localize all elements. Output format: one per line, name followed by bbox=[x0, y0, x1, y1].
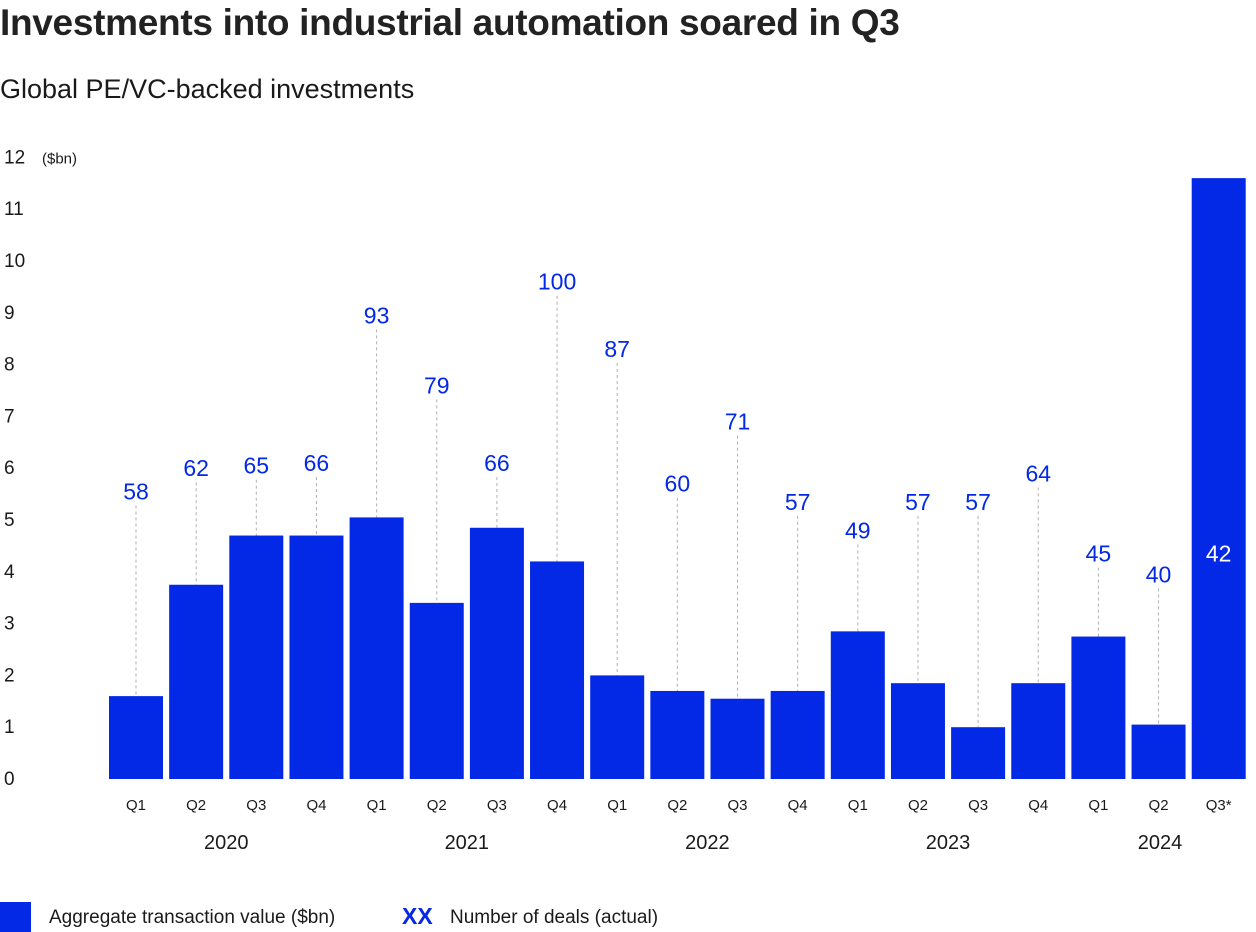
chart-title: Investments into industrial automation s… bbox=[0, 2, 900, 43]
deal-count-label: 100 bbox=[538, 269, 576, 295]
x-tick-label: Q2 bbox=[667, 797, 687, 814]
bar bbox=[1071, 636, 1126, 779]
bar bbox=[710, 698, 765, 779]
deal-count-label: 87 bbox=[604, 336, 630, 362]
y-tick-label: 7 bbox=[4, 406, 15, 427]
deal-count-label: 57 bbox=[905, 489, 931, 515]
x-tick-label: Q4 bbox=[547, 797, 567, 814]
bar bbox=[289, 535, 344, 779]
bar bbox=[409, 602, 464, 779]
x-tick-label: Q4 bbox=[788, 797, 808, 814]
deal-count-label: 71 bbox=[725, 409, 751, 435]
x-tick-label: Q4 bbox=[306, 797, 326, 814]
deal-count-label: 58 bbox=[123, 479, 149, 505]
y-tick-label: 1 bbox=[4, 717, 15, 738]
legend-label-deals: Number of deals (actual) bbox=[450, 907, 659, 928]
x-tick-label: Q1 bbox=[1088, 797, 1108, 814]
bar bbox=[349, 517, 404, 779]
y-tick-label: 9 bbox=[4, 303, 15, 324]
deal-count-label: 45 bbox=[1086, 541, 1112, 567]
bar bbox=[1131, 724, 1186, 779]
y-axis-unit-label: ($bn) bbox=[42, 150, 77, 167]
bar bbox=[830, 631, 885, 779]
x-tick-label: Q3 bbox=[487, 797, 507, 814]
bar bbox=[770, 690, 825, 779]
bar bbox=[590, 675, 645, 779]
y-tick-label: 2 bbox=[4, 665, 15, 686]
chart-subtitle: Global PE/VC-backed investments bbox=[0, 74, 415, 104]
y-tick-label: 8 bbox=[4, 355, 15, 376]
x-tick-label: Q1 bbox=[848, 797, 868, 814]
deal-count-label: 57 bbox=[785, 489, 811, 515]
x-tick-label: Q3 bbox=[727, 797, 747, 814]
x-tick-label: Q1 bbox=[607, 797, 627, 814]
x-tick-label: Q2 bbox=[908, 797, 928, 814]
x-tick-label: Q2 bbox=[186, 797, 206, 814]
y-tick-label: 12 bbox=[4, 147, 25, 168]
x-tick-label: Q3 bbox=[246, 797, 266, 814]
deal-count-label: 79 bbox=[424, 372, 450, 398]
deal-count-label: 40 bbox=[1146, 561, 1172, 587]
bar bbox=[650, 690, 705, 779]
bar bbox=[229, 535, 284, 779]
legend: Aggregate transaction value ($bn) XX Num… bbox=[0, 900, 1256, 932]
bar bbox=[890, 683, 945, 779]
x-tick-label: Q2 bbox=[427, 797, 447, 814]
deal-count-label: 42 bbox=[1206, 541, 1232, 567]
y-tick-label: 11 bbox=[4, 199, 24, 220]
bar bbox=[530, 561, 585, 779]
year-label: 2023 bbox=[926, 832, 971, 854]
legend-symbol-deals: XX bbox=[402, 903, 433, 929]
bar bbox=[1011, 683, 1066, 779]
deal-count-label: 57 bbox=[965, 489, 991, 515]
bar bbox=[951, 727, 1006, 779]
bar bbox=[109, 696, 163, 779]
legend-label-transaction-value: Aggregate transaction value ($bn) bbox=[49, 907, 336, 928]
y-tick-label: 10 bbox=[4, 251, 25, 272]
deal-count-label: 66 bbox=[304, 450, 330, 476]
deal-count-label: 60 bbox=[665, 471, 691, 497]
bar bbox=[169, 584, 224, 779]
y-tick-label: 3 bbox=[4, 614, 15, 635]
legend-swatch-transaction-value bbox=[0, 902, 31, 932]
x-tick-label: Q3* bbox=[1206, 797, 1232, 814]
x-tick-label: Q1 bbox=[126, 797, 146, 814]
deal-count-label: 62 bbox=[183, 455, 209, 481]
y-tick-label: 4 bbox=[4, 562, 15, 583]
bar bbox=[469, 527, 524, 779]
x-tick-label: Q4 bbox=[1028, 797, 1048, 814]
deal-count-label: 66 bbox=[484, 450, 510, 476]
y-tick-label: 5 bbox=[4, 510, 15, 531]
x-tick-label: Q2 bbox=[1149, 797, 1169, 814]
deal-count-label: 93 bbox=[364, 302, 390, 328]
y-tick-label: 6 bbox=[4, 458, 15, 479]
deal-count-label: 65 bbox=[244, 453, 270, 479]
x-tick-label: Q1 bbox=[367, 797, 387, 814]
bar bbox=[1191, 178, 1246, 779]
year-label: 2022 bbox=[685, 832, 730, 854]
year-label: 2021 bbox=[445, 832, 490, 854]
year-label: 2020 bbox=[204, 832, 249, 854]
year-label: 2024 bbox=[1138, 832, 1183, 854]
deal-count-label: 64 bbox=[1025, 460, 1051, 486]
x-tick-label: Q3 bbox=[968, 797, 988, 814]
y-tick-label: 0 bbox=[4, 769, 15, 790]
deal-count-label: 49 bbox=[845, 517, 871, 543]
